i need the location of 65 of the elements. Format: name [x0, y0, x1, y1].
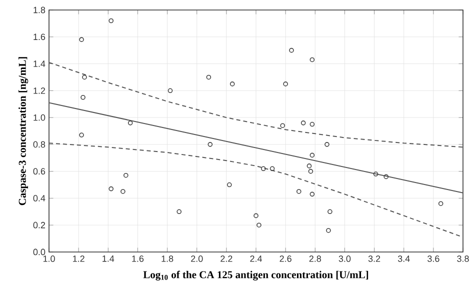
line-series [49, 142, 463, 238]
point [206, 74, 212, 80]
x-tick-label: 3.6 [428, 256, 440, 262]
point [82, 74, 87, 80]
x-tick-label: 1.0 [43, 256, 55, 262]
x-tick-label: 2.2 [220, 256, 232, 262]
point [280, 123, 286, 128]
point [310, 192, 315, 197]
point [324, 142, 330, 147]
y-tick-label: 1.0 [34, 114, 46, 121]
point [326, 228, 331, 233]
point [306, 164, 312, 168]
point [328, 209, 332, 214]
x-tick-label: 1.4 [102, 256, 114, 262]
point [289, 48, 294, 53]
y-tick-label: 1.4 [34, 60, 46, 67]
y-axis-title: Caspase-3 concentration [ng/mL] [18, 57, 28, 206]
point [384, 174, 389, 180]
x-axis-title: Log$_{10}$ of the CA 125 antigen concentration [U/mL] [143, 270, 368, 280]
x-tick-label: 2.8 [309, 256, 321, 262]
point [373, 172, 378, 176]
point [310, 152, 315, 158]
point [283, 82, 288, 86]
point [79, 37, 84, 42]
point [208, 142, 213, 147]
point [310, 122, 315, 127]
y-tick-label: 1.6 [34, 34, 46, 40]
y-tick-label: 0.4 [33, 195, 46, 202]
point [108, 186, 114, 192]
y-tick-label: 0.0 [33, 248, 46, 256]
x-tick-label: 1.6 [132, 256, 144, 262]
x-tick-label: 3.4 [398, 256, 410, 262]
point [176, 209, 182, 214]
point [226, 182, 232, 188]
y-tick-label: 1.2 [34, 88, 46, 94]
x-tick-label: 1.8 [162, 256, 174, 262]
y-tick-label: 0.2 [33, 222, 46, 228]
x-tick-label: 2.6 [280, 256, 292, 262]
y-tick-label: 0.8 [33, 141, 46, 148]
x-tick-label: 2.0 [191, 256, 203, 262]
point [254, 213, 258, 218]
x-tick-label: 1.2 [73, 256, 84, 262]
point [108, 18, 114, 24]
x-tick-label: 3.8 [457, 256, 469, 262]
point [300, 120, 306, 126]
point [168, 88, 173, 94]
point [123, 172, 128, 178]
point [308, 168, 314, 174]
x-tick-label: 3.2 [368, 256, 380, 262]
point [270, 166, 275, 172]
x-tick-label: 3.0 [338, 256, 351, 262]
y-tick-label: 1.8 [34, 6, 46, 14]
point [260, 166, 266, 172]
point [128, 120, 133, 126]
point [256, 222, 262, 228]
point [230, 82, 235, 86]
point [296, 189, 302, 194]
point [79, 132, 84, 138]
line-series [49, 62, 463, 148]
point [120, 189, 126, 194]
x-tick-label: 2.4 [250, 256, 262, 262]
y-tick-label: 0.6 [33, 168, 46, 175]
point [438, 201, 444, 206]
point [80, 94, 86, 100]
point [310, 57, 315, 62]
